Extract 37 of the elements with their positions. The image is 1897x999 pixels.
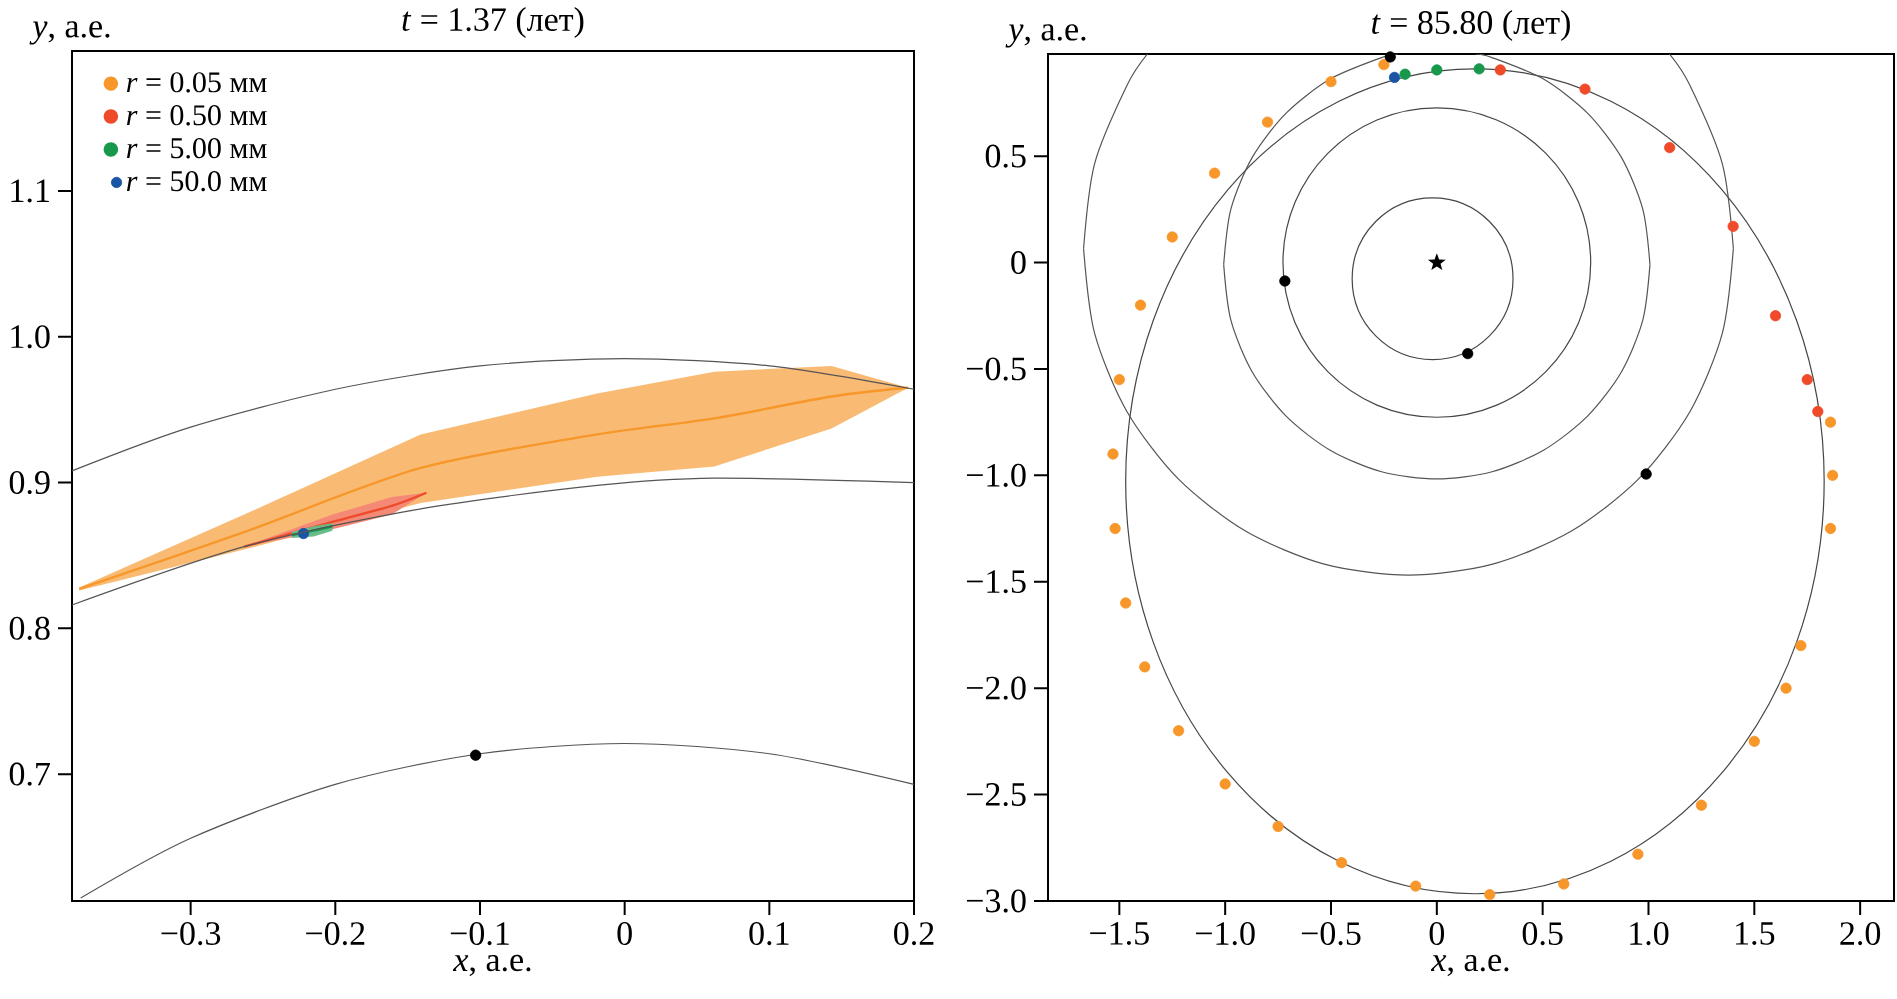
x-tick-label: −1.0 bbox=[1196, 922, 1255, 946]
x-tick-label: −0.5 bbox=[1301, 922, 1361, 946]
x-tick-label: −0.3 bbox=[161, 922, 221, 946]
y-tick-label: −2.5 bbox=[966, 783, 1026, 807]
x-tick-label: 0.5 bbox=[1522, 922, 1563, 946]
y-tick-label: −1.0 bbox=[966, 463, 1026, 487]
y-axis-title: y, а.е. bbox=[29, 21, 110, 45]
y-tick-label: −2.0 bbox=[966, 676, 1026, 700]
x-tick-label: 2.0 bbox=[1840, 922, 1881, 946]
x-tick-label: −0.2 bbox=[306, 922, 365, 946]
legend-label: r = 5.00 мм bbox=[126, 138, 267, 159]
x-tick-label: 0.2 bbox=[894, 922, 934, 946]
y-tick-label: 1.0 bbox=[11, 325, 50, 349]
x-tick-label: 0.1 bbox=[749, 922, 789, 946]
x-tick-label: −1.5 bbox=[1090, 922, 1149, 945]
y-tick-label: 0 bbox=[1011, 251, 1026, 275]
x-tick-label: 1.5 bbox=[1736, 922, 1775, 945]
chart-title: t = 85.80 (лет) bbox=[1372, 10, 1570, 41]
y-axis-title: y, а.е. bbox=[1005, 24, 1086, 48]
y-tick-label: 0.5 bbox=[985, 144, 1026, 168]
y-tick-label: 0.9 bbox=[9, 470, 50, 495]
legend-label: r = 0.50 мм bbox=[126, 105, 267, 126]
x-axis-title: x, а.е. bbox=[1430, 954, 1509, 977]
chart-title: t = 1.37 (лет) bbox=[402, 7, 584, 38]
x-tick-label: 1.0 bbox=[1630, 922, 1669, 946]
legend-label: r = 50.0 мм bbox=[126, 170, 267, 192]
x-axis-title: x, а.е. bbox=[452, 954, 531, 977]
y-tick-label: 0.8 bbox=[9, 616, 50, 640]
x-tick-label: 0 bbox=[1429, 922, 1445, 946]
x-tick-label: −0.1 bbox=[450, 922, 509, 946]
legend-label: r = 0.05 мм bbox=[126, 72, 267, 93]
y-tick-label: −1.5 bbox=[966, 570, 1026, 594]
y-tick-label: 0.7 bbox=[9, 762, 50, 786]
y-tick-label: 1.1 bbox=[11, 179, 49, 203]
y-tick-label: −0.5 bbox=[966, 357, 1026, 381]
x-tick-label: 0 bbox=[617, 922, 632, 945]
y-tick-label: −3.0 bbox=[966, 889, 1026, 913]
